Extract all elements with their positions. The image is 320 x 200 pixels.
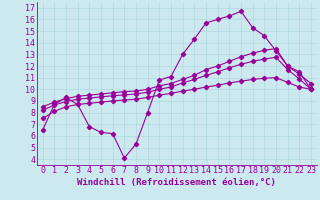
X-axis label: Windchill (Refroidissement éolien,°C): Windchill (Refroidissement éolien,°C) <box>77 178 276 187</box>
